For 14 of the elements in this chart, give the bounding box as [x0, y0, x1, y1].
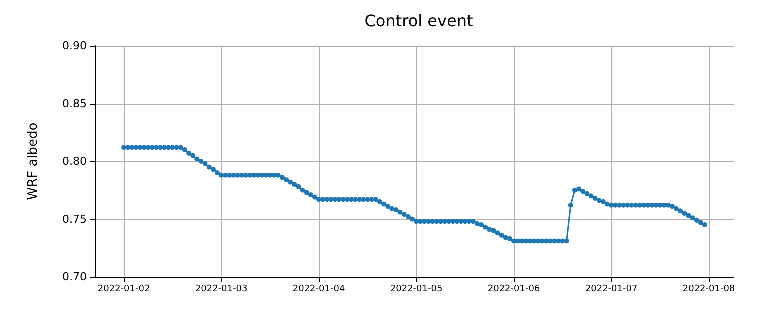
y-tick-label: 0.90 — [62, 40, 87, 52]
x-tick-label: 2022-01-07 — [585, 284, 638, 294]
x-tick-label: 2022-01-04 — [292, 284, 346, 294]
y-tick-label: 0.70 — [62, 270, 87, 284]
y-axis-title: WRF albedo — [26, 122, 41, 200]
x-tick-label: 2022-01-08 — [682, 284, 736, 294]
chart-title: Control event — [364, 12, 474, 30]
y-tick-label: 0.75 — [62, 212, 87, 226]
y-tick-label: 0.80 — [62, 155, 87, 168]
x-tick-label: 2022-01-02 — [98, 284, 150, 294]
y-tick-label: 0.85 — [62, 97, 87, 110]
x-tick-label: 2022-01-03 — [195, 284, 248, 294]
x-tick-label: 2022-01-05 — [390, 284, 443, 294]
x-tick-label: 2022-01-06 — [488, 284, 540, 294]
